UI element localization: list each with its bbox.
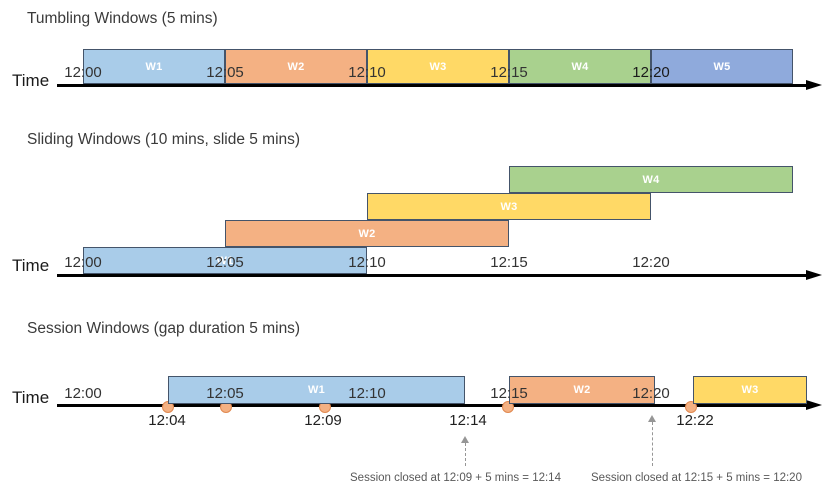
tumbling-tick-1215: 12:15 — [490, 64, 528, 81]
session-title: Session Windows (gap duration 5 mins) — [27, 320, 301, 337]
session-tick-1200: 12:00 — [64, 385, 102, 402]
sliding-window-w1: W1 — [83, 247, 367, 274]
session-timeline-arrowhead-icon — [806, 400, 822, 410]
tumbling-timeline-arrowhead-icon — [806, 80, 822, 90]
tumbling-window-w3: W3 — [367, 49, 509, 84]
event-dot-1222 — [685, 401, 697, 413]
event-dot-1215 — [502, 401, 514, 413]
window-label: W1 — [145, 60, 163, 73]
event-label-1204: 12:04 — [148, 412, 186, 429]
sliding-tick-1215: 12:15 — [490, 254, 528, 271]
arrow-stem — [651, 422, 653, 466]
window-label: W3 — [500, 200, 518, 213]
tumbling-time-axis-label: Time — [12, 71, 50, 90]
session-time-axis-label: Time — [12, 388, 50, 407]
session-window-w2: W2 — [509, 376, 655, 404]
sliding-title: Sliding Windows (10 mins, slide 5 mins) — [27, 131, 301, 148]
sliding-window-w3: W3 — [367, 193, 651, 220]
session-window-w3: W3 — [693, 376, 807, 404]
tumbling-tick-1200: 12:00 — [64, 64, 102, 81]
sliding-tick-1200: 12:00 — [64, 254, 102, 271]
sliding-timeline-arrowhead-icon — [806, 270, 822, 280]
sliding-tick-1210: 12:10 — [348, 254, 386, 271]
window-label: W3 — [741, 384, 759, 396]
session-timeline — [57, 404, 808, 407]
event-label-1214: 12:14 — [449, 412, 487, 429]
sliding-tick-1205: 12:05 — [206, 254, 244, 271]
session-closed-arrow-2-icon — [648, 415, 656, 466]
tumbling-window-w4: W4 — [509, 49, 651, 84]
sliding-window-w2: W2 — [225, 220, 509, 247]
tumbling-window-w1: W1 — [83, 49, 225, 84]
window-label: W2 — [573, 384, 591, 396]
event-label-1222: 12:22 — [676, 412, 714, 429]
sliding-time-axis-label: Time — [12, 256, 50, 275]
tumbling-tick-1205: 12:05 — [206, 64, 244, 81]
event-label-1209: 12:09 — [304, 412, 342, 429]
session-window-w1: W1 — [168, 376, 465, 404]
tumbling-tick-1220: 12:20 — [632, 64, 670, 81]
session-tick-1220: 12:20 — [632, 385, 670, 402]
tumbling-title: Tumbling Windows (5 mins) — [27, 10, 218, 27]
sliding-timeline — [57, 274, 808, 277]
window-label: W1 — [216, 254, 234, 267]
window-label: W4 — [642, 173, 660, 186]
window-label: W4 — [571, 60, 589, 73]
window-label: W2 — [358, 227, 376, 240]
window-label: W1 — [307, 384, 326, 396]
session-closed-annotation-2: Session closed at 12:15 + 5 mins = 12:20 — [591, 472, 802, 484]
session-tick-1205: 12:05 — [206, 385, 244, 402]
session-tick-1210: 12:10 — [348, 385, 386, 402]
arrow-stem — [464, 443, 466, 466]
session-closed-arrow-1-icon — [461, 436, 469, 466]
sliding-window-w4: W4 — [509, 166, 793, 193]
tumbling-window-w5: W5 — [651, 49, 793, 84]
session-tick-1215: 12:15 — [490, 385, 528, 402]
tumbling-timeline — [57, 84, 808, 87]
window-label: W5 — [713, 60, 731, 73]
window-label: W2 — [287, 60, 305, 73]
tumbling-tick-1210: 12:10 — [348, 64, 386, 81]
session-closed-annotation-1: Session closed at 12:09 + 5 mins = 12:14 — [350, 472, 561, 484]
window-label: W3 — [429, 60, 447, 73]
arrow-up-icon — [461, 436, 469, 443]
arrow-up-icon — [648, 415, 656, 422]
sliding-tick-1220: 12:20 — [632, 254, 670, 271]
tumbling-window-w2: W2 — [225, 49, 367, 84]
